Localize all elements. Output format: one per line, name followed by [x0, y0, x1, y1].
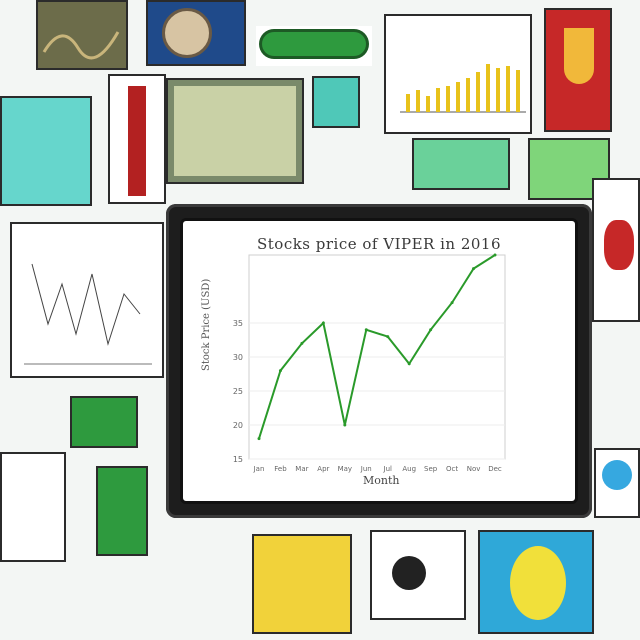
- data-point: [407, 362, 411, 366]
- x-tick-label: Nov: [467, 465, 481, 473]
- tile-green-blob: [96, 466, 148, 556]
- tile-left-green-document: [166, 78, 304, 184]
- data-point: [364, 328, 368, 332]
- y-tick-label: 25: [233, 387, 243, 396]
- data-point: [493, 253, 497, 257]
- data-point: [343, 423, 347, 427]
- tile-bottom-yellow-fruit: [252, 534, 352, 634]
- document-graphic: [174, 86, 296, 176]
- tile-left-text-document: [0, 452, 66, 562]
- data-point: [321, 321, 325, 325]
- x-tick-label: Oct: [446, 465, 458, 473]
- flower-graphic: [604, 220, 634, 270]
- tile-green-plant: [412, 138, 510, 190]
- tile-right-blue-shapes: [594, 448, 640, 518]
- mini-line-plot: [24, 263, 152, 365]
- wave-graphic: [42, 31, 120, 60]
- x-tick-label: Jan: [253, 465, 265, 473]
- clock-icon: [162, 8, 212, 58]
- x-tick-label: Apr: [317, 465, 329, 473]
- tile-left-red-column: [108, 74, 166, 204]
- data-point: [429, 328, 433, 332]
- y-tick-label: 35: [233, 319, 243, 328]
- lemon-graphic: [510, 546, 566, 620]
- tile-left-line-document: [10, 222, 164, 378]
- mini-barchart: [400, 64, 526, 113]
- x-tick-label: Dec: [488, 465, 502, 473]
- data-point: [257, 437, 261, 441]
- x-axis-label: Month: [363, 474, 400, 487]
- tile-top-barchart: [384, 14, 532, 134]
- tile-top-left-chart: [36, 0, 128, 70]
- tulip-graphic: [564, 28, 594, 84]
- y-tick-label: 30: [233, 353, 243, 362]
- data-point: [472, 267, 476, 271]
- y-tick-label: 20: [233, 421, 243, 430]
- tile-small-cyan: [312, 76, 360, 128]
- data-point: [386, 335, 390, 339]
- tile-left-cyan-panel: [0, 96, 92, 206]
- x-tick-label: Aug: [402, 465, 416, 473]
- price-series-line: [258, 254, 496, 439]
- y-tick-label: 15: [233, 455, 243, 464]
- tile-right-red-flower: [592, 178, 640, 322]
- data-point: [278, 369, 282, 373]
- bone-graphic: [262, 32, 366, 56]
- data-point: [450, 301, 454, 305]
- x-tick-label: Jun: [360, 465, 372, 473]
- data-point: [300, 341, 304, 345]
- tile-top-clock: [146, 0, 246, 66]
- line-chart: 15 20 25 30 35 Jan Feb Mar Apr May Jun Jul Aug Sep Oct…: [233, 253, 506, 473]
- x-tick-label: Sep: [424, 465, 438, 473]
- tile-bottom-black-berries: [370, 530, 466, 620]
- chart-panel: Stocks price of VIPER in 2016 Stock Pric…: [180, 218, 578, 504]
- column-graphic: [128, 86, 146, 196]
- tile-green-plant-2: [70, 396, 138, 448]
- tile-bottom-lemon: [478, 530, 594, 634]
- x-tick-label: Feb: [274, 465, 287, 473]
- x-tick-label: Jul: [383, 465, 393, 473]
- blue-shape-graphic: [602, 460, 632, 490]
- chart-title: Stocks price of VIPER in 2016: [256, 235, 502, 253]
- chart-frame: Stocks price of VIPER in 2016 Stock Pric…: [166, 204, 592, 518]
- tile-top-green-bone: [256, 26, 372, 66]
- tile-top-red-tulip: [544, 8, 612, 132]
- x-tick-label: Mar: [295, 465, 308, 473]
- x-tick-label: May: [338, 465, 352, 473]
- berry-graphic: [392, 556, 426, 590]
